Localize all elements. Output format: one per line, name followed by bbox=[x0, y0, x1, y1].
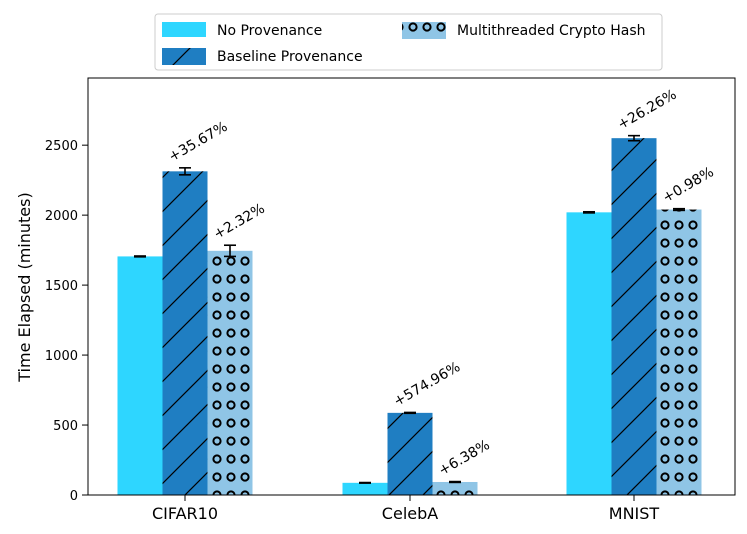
y-tick-label-500: 500 bbox=[53, 419, 78, 434]
errorbar-baseline-provenance-celeba bbox=[404, 411, 416, 415]
bar-baseline-provenance-mnist-hatch bbox=[611, 138, 657, 495]
legend-label-multithreaded-crypto-hash: Multithreaded Crypto Hash bbox=[457, 23, 646, 39]
bar-multithreaded-crypto-hash-cifar10-hatch bbox=[207, 250, 253, 495]
bar-no-provenance-cifar10 bbox=[117, 256, 163, 495]
y-tick-label-2500: 2500 bbox=[45, 139, 78, 154]
legend: No Provenance Baseline Provenance Multit… bbox=[154, 13, 663, 71]
plot-frame bbox=[87, 77, 736, 496]
y-axis-label: Time Elapsed (minutes) bbox=[15, 192, 34, 382]
x-tick-label-mnist: MNIST bbox=[609, 504, 660, 523]
errorbar-multithreaded-crypto-hash-mnist bbox=[673, 207, 685, 212]
bar-baseline-provenance-cifar10-hatch bbox=[162, 171, 208, 495]
legend-label-no-provenance: No Provenance bbox=[217, 23, 322, 39]
errorbar-no-provenance-celeba bbox=[359, 481, 371, 484]
y-tick-label-1000: 1000 bbox=[45, 349, 78, 364]
x-tick-label-celeba: CelebA bbox=[382, 504, 438, 523]
bar-baseline-provenance-celeba-hatch bbox=[387, 412, 433, 495]
legend-swatch-multithreaded-pattern bbox=[402, 22, 446, 39]
legend-label-baseline-provenance: Baseline Provenance bbox=[217, 49, 363, 65]
bars-group bbox=[117, 138, 702, 495]
errorbar-no-provenance-mnist bbox=[583, 210, 595, 214]
errorbar-no-provenance-cifar10 bbox=[134, 255, 146, 258]
y-axis: 0 500 1000 1500 2000 2500 bbox=[45, 139, 88, 504]
errorbar-baseline-provenance-mnist bbox=[628, 134, 640, 142]
x-tick-label-cifar10: CIFAR10 bbox=[152, 504, 218, 523]
x-axis: CIFAR10 CelebA MNIST bbox=[152, 495, 659, 523]
legend-swatch-baseline-pattern bbox=[162, 48, 206, 65]
legend-swatch-no-provenance bbox=[162, 22, 206, 37]
bar-no-provenance-celeba bbox=[342, 482, 388, 495]
errorbar-multithreaded-crypto-hash-celeba bbox=[449, 480, 461, 484]
legend-frame bbox=[154, 13, 663, 71]
y-tick-label-2000: 2000 bbox=[45, 209, 78, 224]
bar-no-provenance-mnist bbox=[566, 212, 612, 495]
errorbar-multithreaded-crypto-hash-cifar10 bbox=[224, 244, 236, 258]
errorbar-baseline-provenance-cifar10 bbox=[179, 167, 191, 176]
bar-multithreaded-crypto-hash-mnist-hatch bbox=[656, 209, 702, 495]
errorbars-group bbox=[134, 134, 685, 484]
y-tick-label-0: 0 bbox=[70, 489, 78, 504]
y-tick-label-1500: 1500 bbox=[45, 279, 78, 294]
bar-multithreaded-crypto-hash-celeba-hatch bbox=[432, 481, 478, 495]
